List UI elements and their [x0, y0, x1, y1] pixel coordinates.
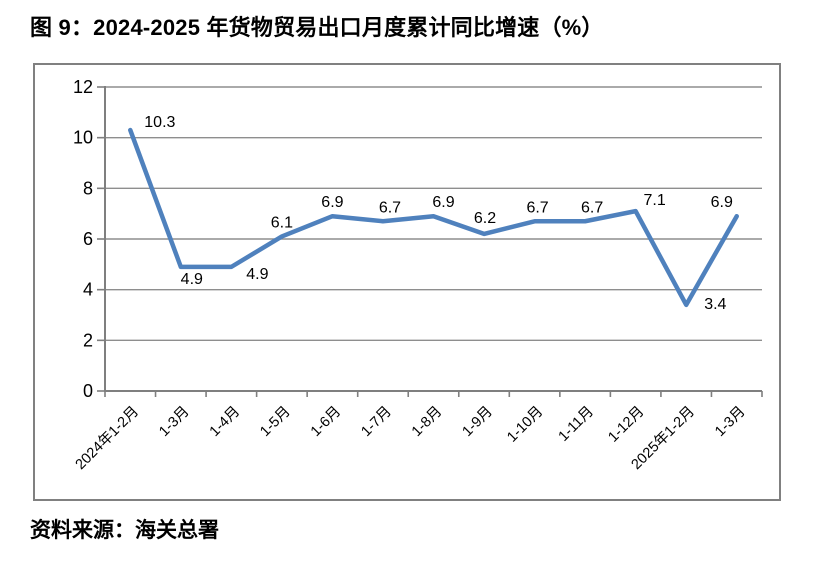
x-category-label: 1-5月 — [257, 404, 293, 440]
x-category-label: 1-3月 — [156, 404, 192, 440]
y-tick-label: 10 — [73, 128, 93, 148]
y-tick-label: 0 — [83, 381, 93, 401]
data-label: 6.9 — [711, 194, 733, 211]
data-label: 6.9 — [432, 194, 454, 211]
y-tick-label: 2 — [83, 330, 93, 350]
data-label: 6.7 — [581, 199, 603, 216]
data-label: 3.4 — [704, 296, 726, 313]
x-category-label: 1-6月 — [308, 404, 344, 440]
x-category-label: 1-4月 — [207, 404, 243, 440]
data-label: 10.3 — [144, 114, 175, 131]
y-tick-label: 6 — [83, 229, 93, 249]
y-tick-label: 8 — [83, 178, 93, 198]
x-category-label: 1-11月 — [556, 404, 597, 445]
y-tick-label: 12 — [73, 77, 93, 97]
figure-title: 图 9：2024-2025 年货物贸易出口月度累计同比增速（%） — [30, 15, 604, 40]
x-category-label: 1-9月 — [459, 404, 495, 440]
data-label: 6.2 — [474, 210, 496, 227]
data-label: 4.9 — [246, 266, 268, 283]
line-chart: 0 2 4 6 8 10 12 2024年1-2月 1-3月 1-4月 1-5月 1-6月 1-7月 1-… — [72, 77, 763, 473]
x-category-label: 1-8月 — [409, 404, 445, 440]
chart-container: 0 2 4 6 8 10 12 2024年1-2月 1-3月 1-4月 1-5月 1-6月 1-7月 1-… — [33, 63, 781, 501]
x-category-label: 2024年1-2月 — [72, 403, 142, 473]
data-label: 6.9 — [321, 194, 343, 211]
x-category-label: 1-12月 — [605, 404, 647, 446]
data-line — [128, 127, 739, 308]
source-note: 资料来源：海关总署 — [30, 519, 219, 542]
data-label: 4.9 — [181, 271, 203, 288]
data-label: 7.1 — [644, 192, 666, 209]
x-category-label: 1-3月 — [712, 404, 748, 440]
data-label: 6.7 — [526, 199, 548, 216]
x-category-label: 1-7月 — [358, 404, 394, 440]
data-label: 6.1 — [271, 214, 293, 231]
x-category-label: 1-10月 — [504, 404, 546, 446]
data-label: 6.7 — [379, 199, 401, 216]
y-tick-label: 4 — [83, 280, 93, 300]
